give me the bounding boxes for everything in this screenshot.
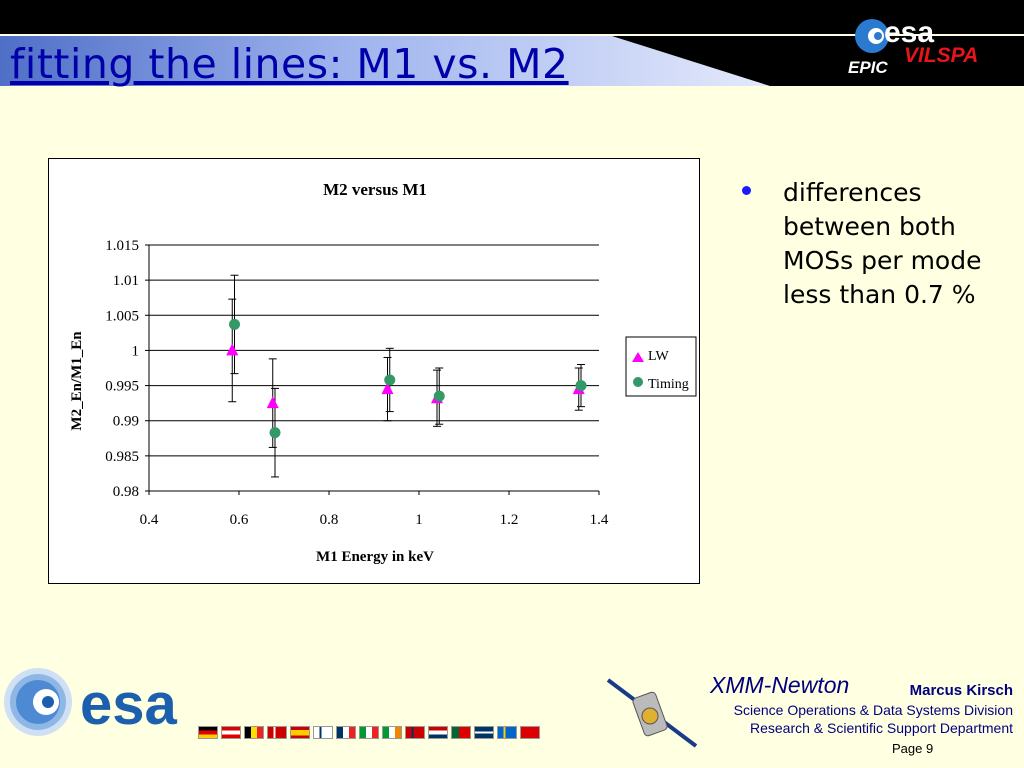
chart-title: M2 versus M1	[323, 180, 427, 199]
data-point-timing	[433, 390, 445, 402]
esa-footer-wordmark: esa	[80, 672, 178, 737]
page-number: Page 9	[892, 741, 934, 756]
xmm-satellite-icon	[606, 678, 698, 748]
x-tick-label: 1.2	[500, 512, 519, 528]
y-axis-label: M2_En/M1_En	[69, 331, 85, 431]
flag-icon	[221, 726, 241, 739]
esa-header-wordmark: esa	[884, 16, 935, 49]
legend-timing-marker	[633, 377, 643, 387]
plot-area: 1.015 1.01 1.005 1 0.995 0.99 0.985 0.980.4 0.6 0…	[105, 238, 609, 528]
y-tick-label: 1	[132, 343, 140, 359]
flag-icon	[451, 726, 471, 739]
epic-label: EPIC	[848, 58, 888, 77]
chart-container: M2 versus M1 M1 Energy in keV M2_En/M1_E…	[48, 158, 700, 584]
y-tick-label: 0.99	[113, 414, 139, 430]
bullet-icon	[742, 186, 751, 195]
esa-globe-icon	[855, 19, 889, 53]
legend-lw-marker	[632, 352, 644, 362]
legend-timing-label: Timing	[648, 377, 689, 392]
esa-vilspa-logo: esa VILSPA EPIC	[848, 14, 1022, 84]
data-point-lw	[226, 343, 239, 356]
division-name: Science Operations & Data Systems Divisi…	[733, 702, 1013, 718]
flag-icon	[267, 726, 287, 739]
x-tick-label: 0.6	[230, 512, 249, 528]
flag-icon	[405, 726, 425, 739]
flag-icon	[244, 726, 264, 739]
legend-lw-label: LW	[648, 349, 670, 364]
x-tick-label: 0.4	[140, 512, 159, 528]
vilspa-label: VILSPA	[904, 44, 979, 67]
bullet-item: differences between both MOSs per mode l…	[783, 178, 982, 309]
y-tick-label: 0.98	[113, 484, 139, 500]
slide-title: fitting the lines: M1 vs. M2	[10, 40, 569, 88]
department-name: Research & Scientific Support Department	[749, 720, 1013, 736]
flag-icon	[313, 726, 333, 739]
y-tick-label: 1.015	[105, 238, 139, 254]
data-point-timing	[575, 380, 587, 392]
y-tick-label: 0.985	[105, 449, 139, 465]
flag-icon	[290, 726, 310, 739]
data-point-lw	[381, 382, 394, 395]
x-tick-label: 0.8	[320, 512, 339, 528]
scatter-chart: M2 versus M1 M1 Energy in keV M2_En/M1_E…	[69, 180, 697, 565]
header-top-bar	[0, 0, 1024, 34]
data-point-timing	[229, 318, 240, 330]
title-band	[0, 36, 1024, 86]
flag-icon	[497, 726, 517, 739]
esa-footer-logo: esa	[4, 668, 178, 737]
flag-icon	[382, 726, 402, 739]
y-tick-label: 0.995	[105, 379, 139, 395]
data-point-timing	[269, 427, 281, 439]
x-axis-label: M1 Energy in keV	[316, 549, 434, 565]
flag-icon	[198, 726, 218, 739]
flag-icon	[520, 726, 540, 739]
mission-name: XMM-Newton	[710, 672, 850, 698]
y-tick-label: 1.005	[105, 308, 139, 324]
x-tick-label: 1	[415, 512, 423, 528]
y-tick-label: 1.01	[113, 273, 139, 289]
data-point-lw	[266, 396, 279, 409]
data-point-timing	[384, 374, 396, 386]
author-name: Marcus Kirsch	[909, 682, 1013, 699]
flag-icon	[428, 726, 448, 739]
flag-icon	[359, 726, 379, 739]
flag-icon	[474, 726, 494, 739]
flag-icon	[336, 726, 356, 739]
x-tick-label: 1.4	[590, 512, 609, 528]
member-state-flags	[198, 726, 540, 740]
bullet-list: differences between both MOSs per mode l…	[742, 176, 1004, 312]
